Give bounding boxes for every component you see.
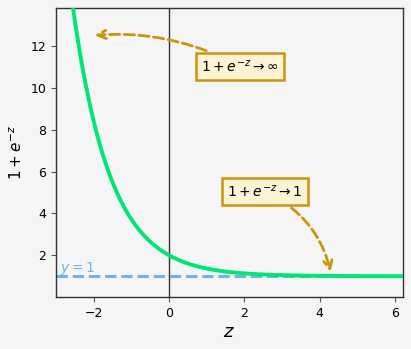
Text: $1 + e^{-z} \rightarrow \infty$: $1 + e^{-z} \rightarrow \infty$ [98, 30, 279, 74]
Y-axis label: $1 + e^{-z}$: $1 + e^{-z}$ [8, 125, 25, 180]
Text: $y=1$: $y=1$ [60, 260, 95, 277]
X-axis label: $z$: $z$ [224, 323, 235, 341]
Text: $1 + e^{-z} \rightarrow 1$: $1 + e^{-z} \rightarrow 1$ [228, 184, 332, 269]
